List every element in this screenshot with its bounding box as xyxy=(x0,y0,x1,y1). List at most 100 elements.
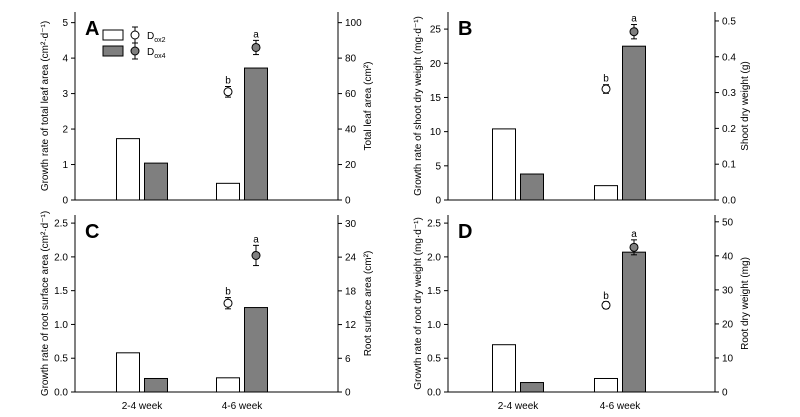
legend-label-base: D xyxy=(147,47,154,58)
panel-letter: A xyxy=(85,18,99,40)
legend-swatch xyxy=(102,29,124,41)
point-dox4 xyxy=(629,242,639,252)
right-tick-label: 0.0 xyxy=(722,196,736,207)
left-tick-label: 5 xyxy=(62,18,68,29)
right-tick-label: 18 xyxy=(345,286,357,297)
bar-dox4-1 xyxy=(622,251,646,393)
left-tick-label: 1.5 xyxy=(54,286,68,297)
right-tick-label: 0 xyxy=(345,196,351,207)
bar-dox4-0 xyxy=(144,162,168,201)
legend-marker xyxy=(130,46,140,56)
right-tick-label: 12 xyxy=(345,320,357,331)
bar-dox2-0 xyxy=(116,138,140,201)
right-tick-label: 0.1 xyxy=(722,160,736,171)
bar-dox2-0 xyxy=(116,352,140,393)
significance-label: b xyxy=(603,74,609,85)
panel-a: 0 1 2 3 4 5 0 20 40 60 80 100 Growth rate of total l… xyxy=(40,12,374,207)
left-tick-label: 0.5 xyxy=(427,354,441,365)
significance-label: a xyxy=(253,234,259,245)
right-tick-label: 10 xyxy=(722,353,734,364)
left-tick-label: 3 xyxy=(62,89,68,100)
right-tick-label: 20 xyxy=(722,319,734,330)
significance-label: a xyxy=(631,14,637,25)
right-tick-label: 30 xyxy=(722,285,734,296)
left-tick-label: 5 xyxy=(435,161,441,172)
right-tick-label: 0 xyxy=(345,388,351,399)
right-axis-title: Shoot dry weight (g) xyxy=(740,61,751,151)
panel-c: 0.0 0.5 1.0 1.5 2.0 2.5 0 6 12 18 24 30 Growth rate … xyxy=(40,211,374,412)
x-category-label: 2-4 week xyxy=(122,401,164,412)
right-axis-title: Root surface area (cm²) xyxy=(363,251,374,357)
point-dox2 xyxy=(223,298,233,308)
bar-dox2-1 xyxy=(216,182,240,201)
left-tick-label: 0.0 xyxy=(427,388,441,399)
left-tick-label: 1.5 xyxy=(427,286,441,297)
legend-label: Dox4 xyxy=(147,47,166,60)
left-tick-label: 0 xyxy=(435,196,441,207)
left-axis-title: Growth rate of total leaf area (cm²·d⁻¹) xyxy=(40,21,51,191)
right-tick-label: 80 xyxy=(345,54,357,65)
right-tick-label: 30 xyxy=(345,219,357,230)
right-tick-label: 0 xyxy=(722,388,728,399)
panel-d: 0.0 0.5 1.0 1.5 2.0 2.5 0 10 20 30 40 50 Growth rate… xyxy=(413,215,751,412)
right-tick-label: 0.4 xyxy=(722,52,736,63)
panel-letter: D xyxy=(458,221,472,243)
legend-label-sub: ox2 xyxy=(154,37,165,44)
right-axis-title: Root dry weight (mg) xyxy=(740,257,751,350)
x-category-label: 4-6 week xyxy=(600,401,642,412)
left-tick-label: 0.0 xyxy=(54,388,68,399)
legend-label-sub: ox4 xyxy=(154,53,165,60)
bar-dox4-0 xyxy=(520,382,544,393)
bar-dox2-1 xyxy=(594,377,618,393)
right-tick-label: 0.5 xyxy=(722,16,736,27)
point-dox2 xyxy=(601,84,611,94)
legend-swatch xyxy=(102,45,124,57)
left-tick-label: 20 xyxy=(430,59,442,70)
left-tick-label: 2.0 xyxy=(427,252,441,263)
significance-label: b xyxy=(603,291,609,302)
panel-b: 0 5 10 15 20 25 0.0 0.1 0.2 0.3 0.4 0.5 Growth rate … xyxy=(413,12,751,207)
point-dox4 xyxy=(251,250,261,260)
significance-label: a xyxy=(631,229,637,240)
x-category-label: 2-4 week xyxy=(498,401,540,412)
right-tick-label: 40 xyxy=(345,125,357,136)
left-tick-label: 10 xyxy=(430,127,442,138)
right-tick-label: 6 xyxy=(345,354,351,365)
panel-letter: B xyxy=(458,18,472,40)
right-tick-label: 60 xyxy=(345,89,357,100)
right-tick-label: 24 xyxy=(345,253,357,264)
left-tick-label: 2 xyxy=(62,125,68,136)
point-dox4 xyxy=(251,42,261,52)
bar-dox4-0 xyxy=(520,173,544,201)
point-dox2 xyxy=(223,87,233,97)
bar-dox2-1 xyxy=(594,185,618,201)
significance-label: a xyxy=(253,29,259,40)
right-tick-label: 50 xyxy=(722,217,734,228)
left-axis-title: Growth rate of shoot dry weight (mg·d⁻¹) xyxy=(413,16,424,196)
significance-label: b xyxy=(225,75,231,86)
legend: Dox2 Dox4 xyxy=(102,26,166,60)
left-tick-label: 15 xyxy=(430,93,442,104)
point-dox4 xyxy=(629,27,639,37)
left-tick-label: 2.5 xyxy=(427,219,441,230)
left-axis-title: Growth rate of root dry weight (mg·d⁻¹) xyxy=(413,217,424,390)
significance-label: b xyxy=(225,287,231,298)
x-category-label: 4-6 week xyxy=(222,401,264,412)
left-tick-label: 25 xyxy=(430,25,442,36)
left-tick-label: 2.5 xyxy=(54,219,68,230)
bar-dox4-1 xyxy=(244,67,268,201)
bar-dox2-0 xyxy=(492,128,516,201)
bar-dox2-0 xyxy=(492,344,516,393)
legend-label: Dox2 xyxy=(147,31,166,44)
right-tick-label: 0.3 xyxy=(722,88,736,99)
left-tick-label: 1 xyxy=(62,160,68,171)
legend-marker xyxy=(130,30,140,40)
right-tick-label: 20 xyxy=(345,160,357,171)
bar-dox2-1 xyxy=(216,377,240,393)
left-tick-label: 1.0 xyxy=(427,320,441,331)
left-axis-title: Growth rate of root surface area (cm²·d⁻… xyxy=(40,211,51,396)
right-tick-label: 40 xyxy=(722,251,734,262)
panel-letter: C xyxy=(85,221,99,243)
point-dox2 xyxy=(601,300,611,310)
